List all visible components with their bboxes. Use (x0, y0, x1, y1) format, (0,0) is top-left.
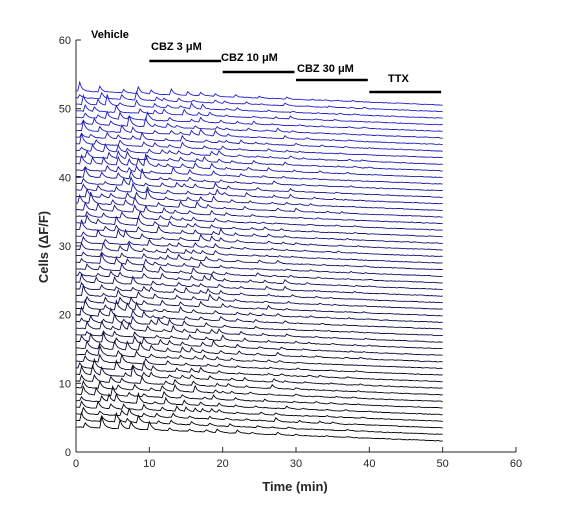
cell-trace-line (75, 384, 443, 409)
cell-trace-line (75, 344, 443, 369)
cell-trace-line (76, 320, 443, 343)
cell-trace-line (75, 373, 443, 396)
trace-group (75, 80, 443, 442)
y-tick-label: 30 (59, 241, 71, 253)
x-tick-label: 30 (290, 458, 302, 470)
condition-bars: Vehicle CBZ 3 μM CBZ 10 μM CBZ 30 μM TTX (91, 29, 442, 94)
y-tick-label: 0 (65, 447, 71, 459)
cell-trace-line (75, 400, 443, 422)
cell-trace-line (75, 187, 443, 211)
condition-label: CBZ 10 μM (221, 52, 278, 64)
condition-label: CBZ 30 μM (297, 63, 354, 75)
cell-trace-line (75, 330, 443, 350)
x-tick-label: 60 (510, 458, 522, 470)
x-tick-label: 50 (437, 458, 449, 470)
cell-trace-line (75, 406, 443, 429)
cell-trace-line (75, 153, 443, 179)
cell-trace-line (75, 104, 443, 126)
y-tick-label: 10 (59, 378, 71, 390)
cell-trace-line (75, 295, 443, 317)
y-tick-label: 20 (59, 310, 71, 322)
cell-trace-line (75, 219, 443, 244)
x-tick-label: 10 (143, 458, 155, 470)
x-tick-label: 40 (363, 458, 375, 470)
cell-trace-line (75, 353, 443, 376)
cell-trace-line (75, 339, 443, 363)
cell-trace-line (75, 90, 443, 113)
cell-trace-line (75, 312, 443, 337)
cell-trace-line (75, 283, 443, 310)
cell-trace-line (75, 80, 443, 106)
y-tick-label: 50 (59, 104, 71, 116)
cell-trace-line (75, 149, 443, 172)
x-tick-label: 0 (73, 458, 79, 470)
y-axis-label: Cells (ΔF/F) (36, 211, 51, 283)
y-tick-label: 40 (59, 172, 71, 184)
cell-trace-line (75, 357, 443, 383)
cell-trace-line (75, 262, 443, 284)
cell-trace-line (76, 391, 443, 416)
cell-trace-line (75, 251, 443, 277)
cell-trace-line (75, 142, 443, 165)
cell-trace-line (75, 281, 443, 304)
cell-trace-line (76, 251, 443, 270)
x-axis-label: Time (min) (262, 479, 328, 494)
cell-trace-line (75, 214, 443, 238)
cell-trace-line (76, 93, 443, 119)
cell-trace-line (75, 131, 443, 152)
cell-trace-line (75, 272, 443, 297)
condition-label: CBZ 3 μM (151, 41, 202, 53)
x-tick-label: 20 (217, 458, 229, 470)
cell-trace-line (75, 165, 443, 192)
cell-trace-line (76, 411, 443, 435)
cell-trace-line (75, 201, 443, 224)
cell-trace-line (75, 228, 443, 251)
cell-trace-line (76, 175, 443, 198)
cell-trace-line (75, 270, 443, 291)
cell-trace-line (76, 331, 443, 356)
cell-trace-line (75, 133, 443, 159)
cell-trace-line (75, 416, 443, 442)
cell-trace-line (75, 191, 443, 218)
cell-trace-line (76, 298, 443, 323)
cell-trace-line (76, 241, 443, 264)
cell-trace-line (75, 119, 443, 146)
condition-label: TTX (388, 73, 409, 85)
y-tick-label: 60 (59, 35, 71, 47)
cell-trace-line (76, 115, 443, 139)
condition-label: Vehicle (91, 29, 129, 41)
axes: 0 10 20 30 40 50 60 0 10 20 30 40 50 60 (59, 35, 522, 470)
cell-trace-line (75, 164, 443, 185)
cell-trace-line (76, 235, 443, 257)
cell-trace-line (76, 363, 443, 389)
cell-trace-line (75, 110, 443, 132)
cell-trace-line (75, 305, 443, 330)
cell-trace-line (75, 379, 443, 403)
cell-trace-line (75, 182, 443, 205)
cell-trace-line (75, 209, 443, 231)
